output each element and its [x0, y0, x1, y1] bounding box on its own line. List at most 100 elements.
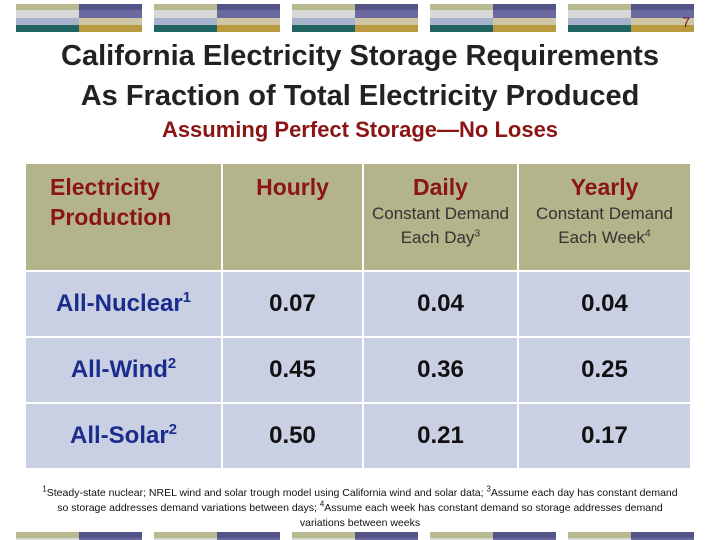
table-cell: 0.17	[517, 402, 692, 470]
decorative-tile	[154, 532, 280, 540]
header-main: Yearly	[570, 174, 639, 200]
tile-stripe	[631, 10, 694, 18]
tile-stripe	[217, 4, 280, 10]
tile-stripe	[292, 538, 355, 540]
tile-stripe	[292, 532, 355, 538]
table-cell: 0.07	[221, 270, 364, 338]
tile-stripe	[292, 25, 355, 32]
tile-stripe	[16, 10, 79, 18]
tile-stripe	[217, 538, 280, 540]
header-hourly: Hourly	[221, 162, 364, 272]
tile-stripe	[16, 532, 79, 538]
tile-stripe	[493, 538, 556, 540]
tile-stripe	[493, 10, 556, 18]
tile-stripe	[568, 18, 631, 25]
tile-stripe	[493, 25, 556, 32]
tile-stripe	[292, 18, 355, 25]
header-sub: Constant Demand Each Week4	[535, 204, 674, 247]
table-cell: 0.04	[362, 270, 519, 338]
tile-stripe	[355, 18, 418, 25]
tile-stripe	[79, 18, 142, 25]
tile-stripe	[430, 10, 493, 18]
header-main: Hourly	[256, 174, 329, 200]
table-row: All-Nuclear1 0.07 0.04 0.04	[24, 270, 692, 338]
decorative-tile	[568, 532, 694, 540]
tile-stripe	[631, 538, 694, 540]
table-cell: 0.45	[221, 336, 364, 404]
storage-requirements-table: Electricity Production Hourly Daily Cons…	[24, 162, 692, 470]
tile-stripe	[631, 4, 694, 10]
tile-stripe	[568, 538, 631, 540]
tile-stripe	[430, 25, 493, 32]
tile-stripe	[16, 4, 79, 10]
tile-stripe	[292, 10, 355, 18]
table-cell: 0.21	[362, 402, 519, 470]
tile-stripe	[430, 4, 493, 10]
tile-stripe	[79, 10, 142, 18]
row-label: All-Wind2	[24, 336, 223, 404]
header-yearly: Yearly Constant Demand Each Week4	[517, 162, 692, 272]
header-main: Electricity Production	[50, 174, 172, 230]
table-row: All-Wind2 0.45 0.36 0.25	[24, 336, 692, 404]
table-row: All-Solar2 0.50 0.21 0.17	[24, 402, 692, 470]
tile-stripe	[355, 25, 418, 32]
row-label: All-Solar2	[24, 402, 223, 470]
tile-stripe	[16, 25, 79, 32]
tile-stripe	[154, 10, 217, 18]
tile-stripe	[568, 25, 631, 32]
title-line-2: As Fraction of Total Electricity Produce…	[80, 80, 640, 112]
top-decorative-band	[0, 0, 720, 34]
tile-stripe	[355, 532, 418, 538]
row-label: All-Nuclear1	[24, 270, 223, 338]
bottom-decorative-band	[0, 528, 720, 540]
tile-stripe	[355, 4, 418, 10]
decorative-tile	[16, 4, 142, 32]
tile-stripe	[154, 25, 217, 32]
decorative-tile	[292, 532, 418, 540]
decorative-tile	[430, 4, 556, 32]
tile-stripe	[568, 532, 631, 538]
decorative-tile	[154, 4, 280, 32]
tile-stripe	[217, 25, 280, 32]
tile-stripe	[568, 4, 631, 10]
tile-stripe	[154, 4, 217, 10]
decorative-tile	[292, 4, 418, 32]
tile-stripe	[217, 10, 280, 18]
subtitle: Assuming Perfect Storage—No Loses	[161, 117, 559, 142]
tile-stripe	[568, 10, 631, 18]
table-header-row: Electricity Production Hourly Daily Cons…	[24, 162, 692, 272]
decorative-tile	[430, 532, 556, 540]
header-main: Daily	[413, 174, 468, 200]
table-cell: 0.25	[517, 336, 692, 404]
tile-stripe	[631, 18, 694, 25]
header-daily: Daily Constant Demand Each Day3	[362, 162, 519, 272]
tile-stripe	[79, 538, 142, 540]
decorative-tile	[568, 4, 694, 32]
tile-stripe	[430, 538, 493, 540]
table-cell: 0.04	[517, 270, 692, 338]
tile-stripe	[154, 538, 217, 540]
tile-stripe	[16, 18, 79, 25]
tile-stripe	[154, 532, 217, 538]
tile-stripe	[16, 538, 79, 540]
tile-stripe	[79, 25, 142, 32]
tile-stripe	[430, 532, 493, 538]
table-cell: 0.50	[221, 402, 364, 470]
tile-stripe	[430, 18, 493, 25]
table-cell: 0.36	[362, 336, 519, 404]
tile-stripe	[217, 532, 280, 538]
tile-stripe	[631, 25, 694, 32]
tile-stripe	[355, 10, 418, 18]
decorative-tile	[16, 532, 142, 540]
tile-stripe	[493, 18, 556, 25]
tile-stripe	[493, 532, 556, 538]
page-number: 7	[682, 14, 690, 30]
header-electricity-production: Electricity Production	[24, 162, 223, 272]
title-line-1: California Electricity Storage Requireme…	[61, 40, 659, 72]
header-sub: Constant Demand Each Day3	[371, 204, 510, 247]
footnote: 1Steady-state nuclear; NREL wind and sol…	[42, 484, 678, 529]
tile-stripe	[631, 532, 694, 538]
tile-stripe	[79, 532, 142, 538]
tile-stripe	[292, 4, 355, 10]
tile-stripe	[79, 4, 142, 10]
